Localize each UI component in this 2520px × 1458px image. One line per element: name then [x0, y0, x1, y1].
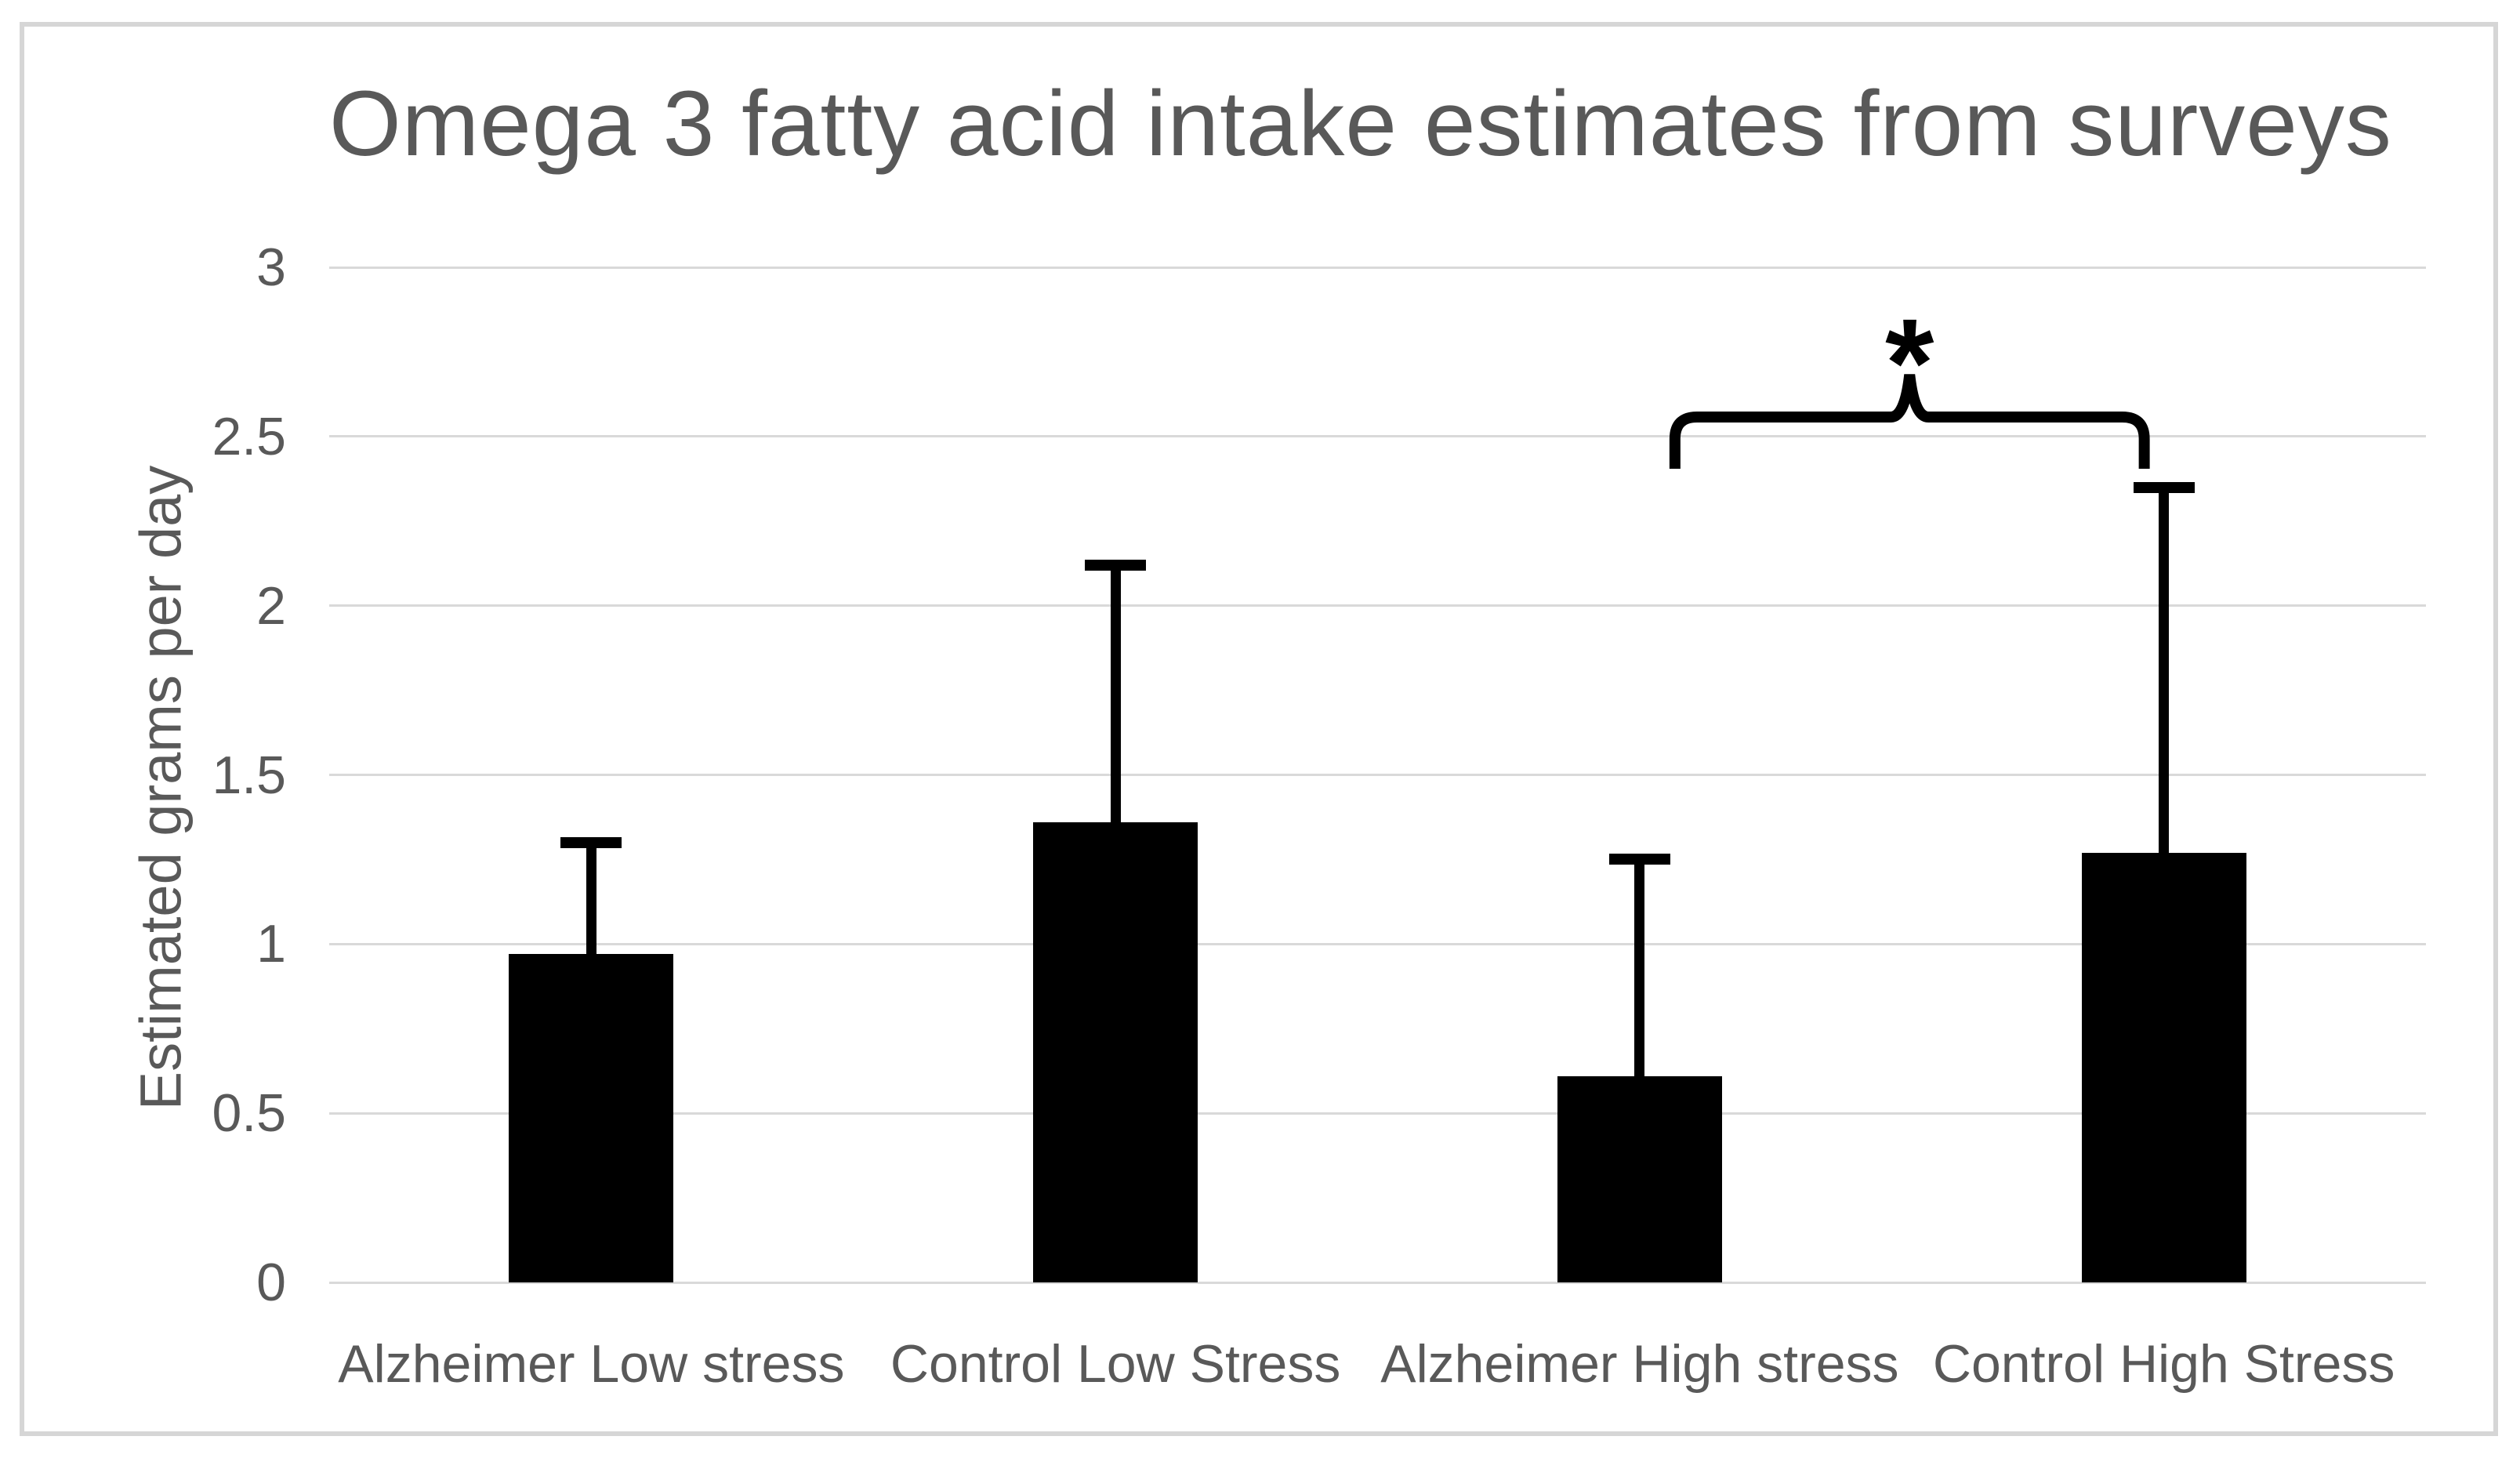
gridline — [329, 435, 2426, 438]
error-bar-cap — [1085, 559, 1147, 571]
gridline — [329, 942, 2426, 945]
error-bar-cap — [1608, 854, 1670, 865]
error-bar-stem — [2159, 487, 2170, 869]
error-bar-stem — [1110, 564, 1121, 838]
y-tick-label: 0.5 — [212, 1083, 286, 1144]
bar — [509, 954, 674, 1282]
y-tick-label: 0 — [256, 1253, 286, 1312]
error-bar-cap — [2133, 481, 2195, 493]
bar — [1033, 821, 1198, 1282]
x-category-label: Alzheimer High stress — [1380, 1334, 1899, 1394]
significance-asterisk: * — [1885, 292, 1934, 433]
error-bar-stem — [1634, 859, 1645, 1092]
x-category-label: Control High Stress — [1932, 1334, 2395, 1394]
bar — [2081, 852, 2246, 1282]
error-bar-cap — [560, 836, 622, 848]
gridline — [329, 1281, 2426, 1284]
error-bar-stem — [586, 842, 596, 970]
y-tick-label: 1.5 — [212, 745, 286, 805]
y-tick-label: 1 — [256, 914, 286, 974]
bar — [1557, 1075, 1722, 1282]
y-tick-label: 2 — [256, 575, 286, 636]
gridline — [329, 604, 2426, 608]
chart-title: Omega 3 fatty acid intake estimates from… — [329, 72, 2392, 176]
y-tick-label: 2.5 — [212, 406, 286, 466]
gridline — [329, 266, 2426, 269]
gridline — [329, 1112, 2426, 1115]
x-category-label: Alzheimer Low stress — [338, 1334, 845, 1394]
x-category-label: Control Low Stress — [890, 1334, 1341, 1394]
gridline — [329, 774, 2426, 776]
y-tick-label: 3 — [256, 238, 286, 297]
